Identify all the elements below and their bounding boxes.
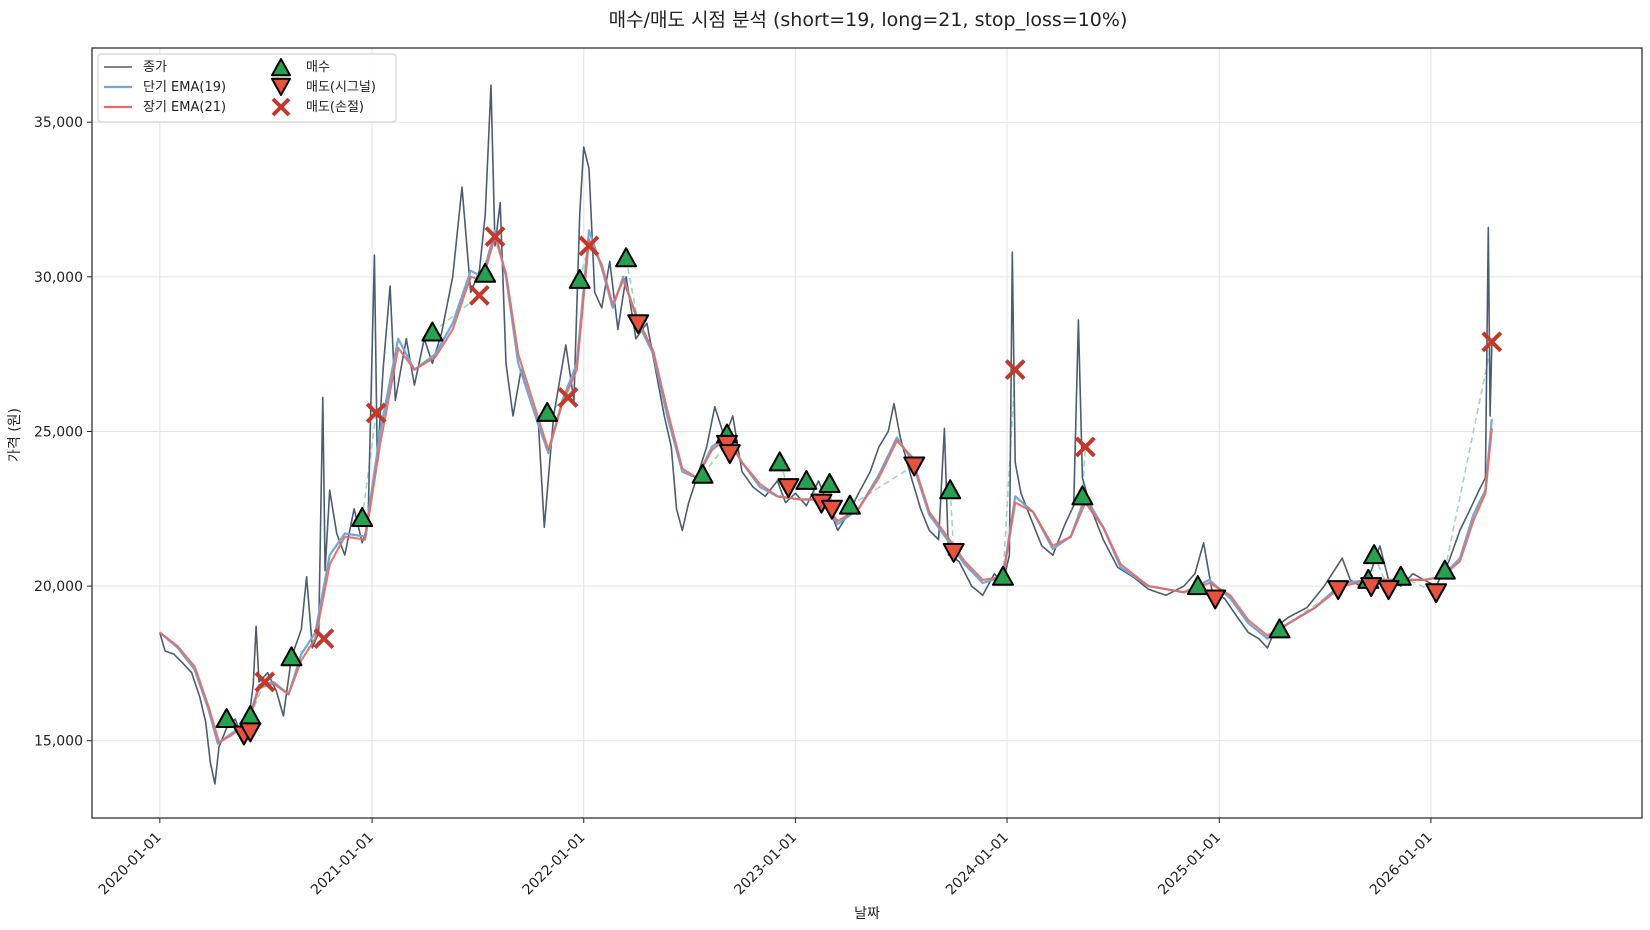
legend-box (97, 53, 397, 123)
y-tick-label: 15,000 (34, 734, 83, 750)
buy-marker (568, 268, 591, 289)
trade-link (1002, 369, 1016, 577)
buy-marker (536, 401, 559, 422)
buy-marker (795, 469, 818, 490)
buy-marker (838, 494, 861, 515)
trade-links (225, 236, 1493, 736)
stop-loss-marker (578, 235, 600, 257)
stop-loss-marker (313, 628, 335, 650)
x-axis-ticks: 2020-01-01 2021-01-01 2022-01-01 2023-01-01… (96, 818, 1436, 898)
sell-signal-marker (1204, 589, 1227, 610)
stop-loss-marker (1481, 331, 1503, 353)
legend-label: 매도(손절) (306, 100, 364, 115)
stop-loss-marker (484, 226, 506, 248)
sell-signal-marker (627, 314, 650, 335)
buy-marker (939, 479, 962, 500)
sell-signal-marker (1377, 580, 1400, 601)
stop-loss-marker (365, 402, 387, 424)
buy-marker (1071, 485, 1094, 506)
stop-loss-marker (468, 284, 490, 306)
series-lines (159, 84, 1493, 785)
x-tick-label: 2024-01-01 (943, 830, 1012, 899)
stop-loss-marker (1004, 359, 1026, 381)
plot-frame (91, 47, 1643, 819)
buy-marker (351, 507, 374, 528)
trade-link (1081, 446, 1087, 497)
sell-signal-marker (903, 456, 926, 477)
legend-label: 매수 (306, 60, 330, 75)
buy-marker (421, 321, 444, 342)
sell-signal-marker (1327, 580, 1350, 601)
stop-loss-marker (1074, 436, 1096, 458)
stop-loss-marker (557, 387, 579, 408)
sell-signal-marker (942, 543, 965, 564)
buy-marker (215, 708, 238, 729)
buy-marker (1433, 559, 1456, 580)
sell-signal-marker (718, 444, 741, 465)
legend-label: 단기 EMA(19) (143, 80, 226, 95)
trade-link (1444, 341, 1493, 571)
sell-signal-marker (1360, 577, 1383, 598)
trade-link (849, 464, 915, 507)
buy-marker (1268, 618, 1291, 639)
signal-markers (215, 226, 1503, 746)
buy-marker (615, 247, 638, 268)
x-tick-label: 2020-01-01 (96, 830, 165, 899)
legend-stoploss-swatch (271, 97, 291, 117)
buy-marker (1186, 575, 1209, 596)
grid (92, 48, 1642, 818)
legend-label: 종가 (143, 60, 167, 75)
sell-signal-marker (239, 722, 262, 743)
trade-link (949, 490, 955, 553)
x-tick-label: 2026-01-01 (1367, 830, 1436, 899)
y-tick-label: 20,000 (34, 579, 83, 595)
buy-marker (1363, 544, 1386, 565)
legend-label: 장기 EMA(21) (143, 100, 226, 115)
x-tick-label: 2023-01-01 (731, 830, 800, 899)
sell-signal-marker (777, 478, 800, 499)
buy-marker (474, 262, 497, 283)
sell-signal-marker (820, 499, 843, 520)
x-tick-label: 2022-01-01 (520, 830, 589, 899)
sell-signal-marker (1425, 583, 1448, 604)
stop-loss-marker (254, 671, 276, 693)
legend-label: 매도(시그널) (306, 80, 376, 95)
close-price-line (159, 84, 1493, 785)
y-tick-label: 35,000 (34, 115, 83, 131)
legend-buy-swatch (271, 58, 291, 77)
x-axis-label: 날짜 (854, 906, 880, 922)
buy-marker (768, 451, 791, 472)
buy-marker (818, 473, 841, 494)
y-tick-label: 25,000 (34, 424, 83, 440)
chart-title: 매수/매도 시점 분석 (short=19, long=21, stop_los… (609, 9, 1128, 31)
buy-marker (991, 565, 1014, 586)
x-tick-label: 2021-01-01 (308, 830, 377, 899)
y-tick-label: 30,000 (34, 270, 83, 286)
buy-marker (691, 463, 714, 484)
x-tick-label: 2025-01-01 (1155, 830, 1224, 899)
buy-marker (280, 646, 303, 667)
y-axis-label: 가격 (원) (7, 408, 23, 462)
buy-marker (239, 704, 262, 725)
legend-sell-swatch (271, 77, 291, 96)
y-axis-ticks: 15,000 20,000 25,000 30,000 35,000 (34, 115, 92, 750)
